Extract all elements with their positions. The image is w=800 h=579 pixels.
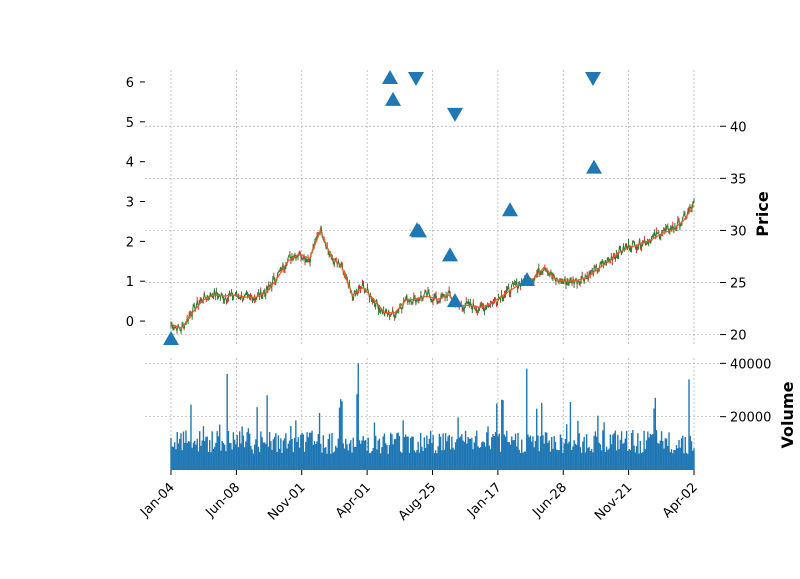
x-tick-label: Nov-01 [265,480,308,523]
volume-axis-label: Volume [778,381,797,448]
secondary-tick-label: 4 [126,156,134,171]
x-tick-label: Jun-28 [529,480,570,521]
x-tick-label: Apr-01 [333,480,374,521]
secondary-tick-label: 1 [126,275,134,290]
price-tick-label: 40 [730,120,747,135]
secondary-tick-label: 3 [126,196,134,211]
price-axis-label: Price [753,191,772,237]
sell-marker [447,107,463,122]
buy-marker [502,202,518,217]
x-tick-label: Jun-08 [203,480,244,521]
moving-average-line [170,205,695,330]
x-tick-label: Jan-04 [137,480,178,521]
volume-bars [170,363,695,470]
x-tick-label: Aug-25 [396,480,440,524]
price-tick-label: 25 [730,277,747,292]
buy-marker [442,247,458,262]
price-tick-label: 30 [730,224,747,239]
buy-marker [519,272,535,287]
secondary-tick-label: 5 [126,116,134,131]
sell-marker [408,71,424,86]
secondary-tick-label: 6 [126,76,134,91]
volume-tick-label: 20000 [730,411,771,426]
close-line [170,200,695,333]
trade-markers [163,69,602,346]
x-tick-label: Apr-02 [660,480,701,521]
price-tick-label: 20 [730,329,747,344]
x-tick-label: Nov-21 [592,480,635,523]
buy-marker [447,293,463,308]
grid-lines [145,70,720,470]
price-tick-label: 35 [730,172,747,187]
x-tick-label: Jan-17 [464,480,505,521]
buy-marker [163,331,179,346]
price-series [170,197,695,334]
volume-tick-label: 40000 [730,357,771,372]
buy-marker [385,91,401,106]
sell-marker [585,71,601,86]
secondary-tick-label: 0 [126,315,134,330]
secondary-tick-label: 2 [126,235,134,250]
buy-marker [411,223,427,238]
buy-marker [586,159,602,174]
buy-marker [382,69,398,84]
